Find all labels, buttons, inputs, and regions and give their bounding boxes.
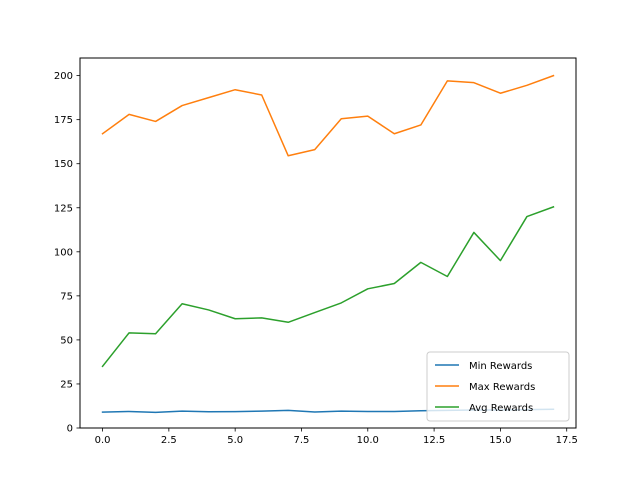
x-tick-label: 12.5 — [423, 435, 445, 446]
y-tick-label: 75 — [60, 291, 73, 302]
y-tick-label: 150 — [54, 159, 73, 170]
y-tick-label: 100 — [54, 247, 73, 258]
series-line-avg-rewards — [101, 205, 555, 368]
y-tick-label: 25 — [60, 379, 73, 390]
x-tick-label: 5.0 — [227, 435, 243, 446]
y-tick-label: 200 — [54, 71, 73, 82]
y-tick-label: 175 — [54, 115, 73, 126]
x-tick-label: 15.0 — [489, 435, 511, 446]
legend-label: Min Rewards — [469, 361, 532, 372]
x-tick-label: 7.5 — [294, 435, 310, 446]
series-line-max-rewards — [101, 74, 555, 157]
x-tick-label: 0.0 — [95, 435, 111, 446]
x-tick-label: 10.0 — [357, 435, 379, 446]
y-tick-label: 0 — [67, 424, 73, 435]
x-tick-label: 17.5 — [556, 435, 578, 446]
legend-box — [426, 351, 570, 422]
legend: Min Rewards Max Rewards Avg Rewards — [426, 351, 570, 422]
y-axis: 0 25 50 75 100 125 150 175 200 — [54, 71, 80, 435]
legend-label: Avg Rewards — [469, 403, 533, 414]
legend-label: Max Rewards — [469, 382, 535, 393]
x-axis: 0.0 2.5 5.0 7.5 10.0 12.5 15.0 17.5 — [95, 428, 578, 446]
y-tick-label: 125 — [54, 203, 73, 214]
plot-area-frame — [79, 57, 577, 429]
y-tick-label: 50 — [60, 335, 73, 346]
x-tick-label: 2.5 — [161, 435, 177, 446]
